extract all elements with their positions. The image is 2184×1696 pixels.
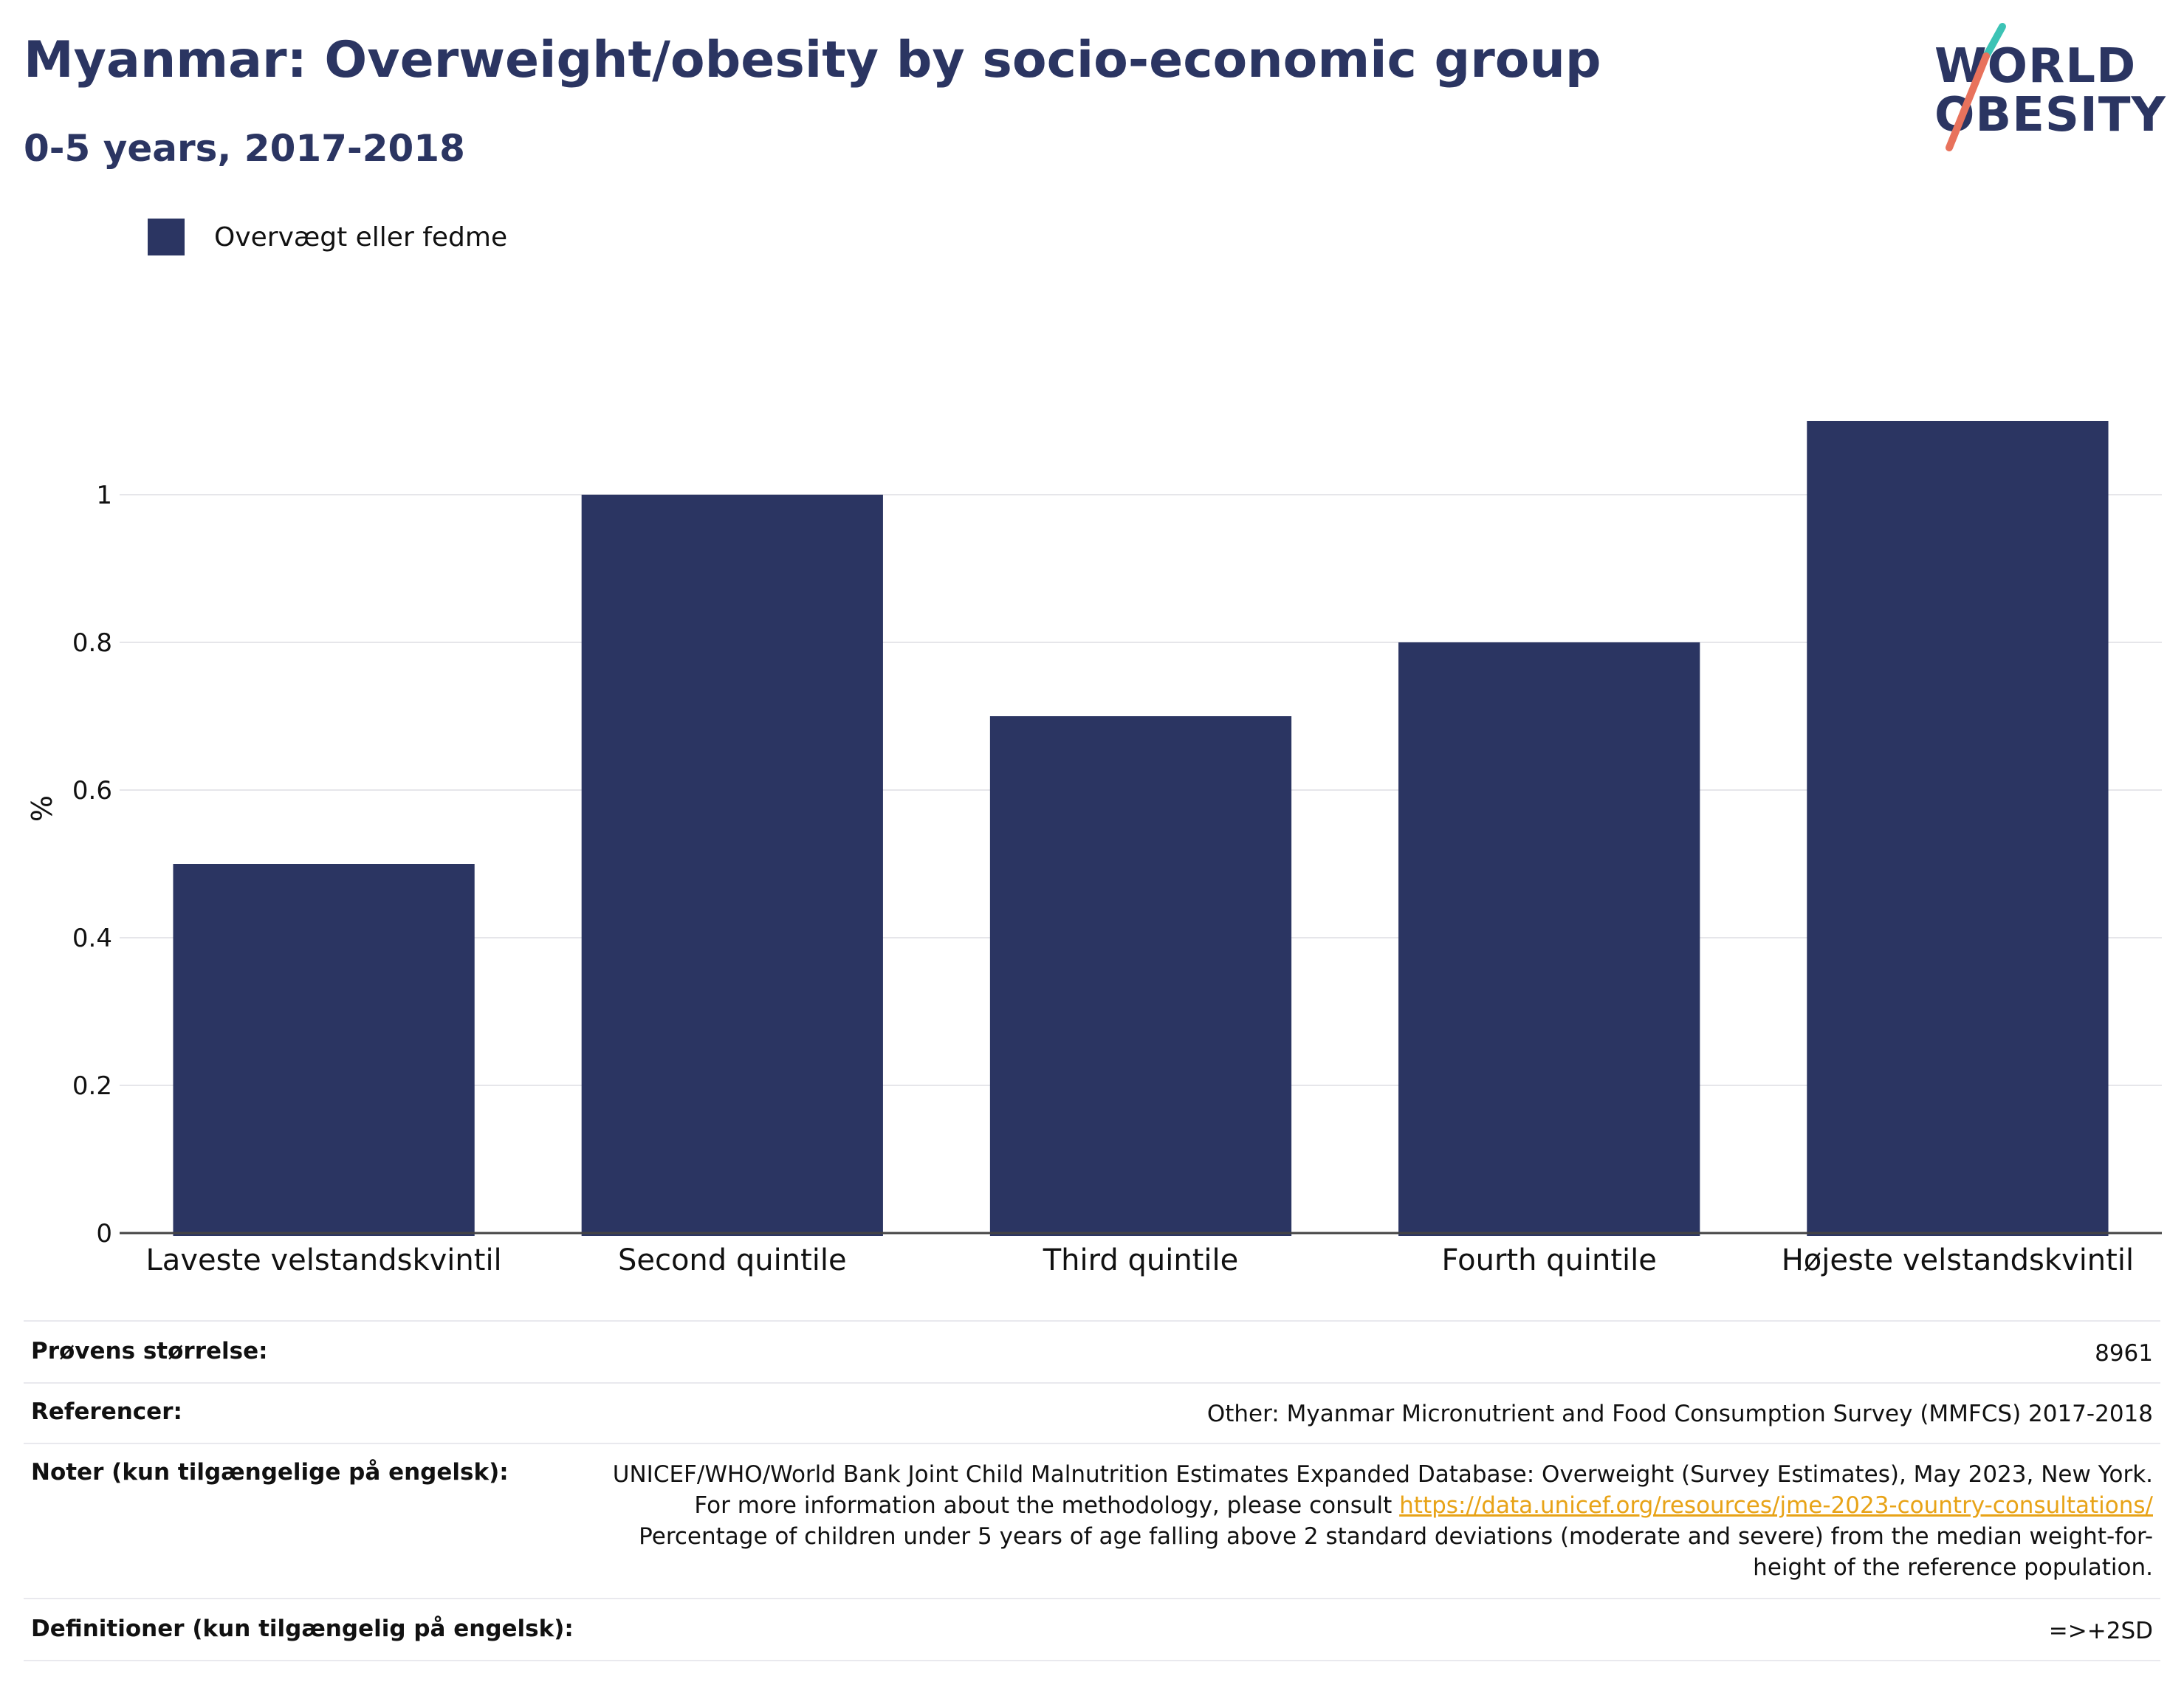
bar [989, 716, 1292, 1236]
info-row-notes: Noter (kun tilgængelige på engelsk): UNI… [24, 1444, 2160, 1599]
chart-title: Myanmar: Overweight/obesity by socio-eco… [24, 31, 1601, 89]
info-value-sample-size: 8961 [2095, 1340, 2153, 1367]
info-row-sample-size: Prøvens størrelse: 8961 [24, 1322, 2160, 1384]
bar [1807, 421, 2109, 1236]
notes-link[interactable]: https://data.unicef.org/resources/jme-20… [1399, 1492, 2153, 1519]
logo-line-1: WORLD [1934, 39, 2137, 94]
bar [173, 864, 475, 1236]
info-label-notes: Noter (kun tilgængelige på engelsk): [31, 1459, 509, 1486]
info-label-definitions: Definitioner (kun tilgængelig på engelsk… [31, 1616, 574, 1642]
info-table: Prøvens størrelse: 8961 Referencer: Othe… [24, 1320, 2160, 1661]
y-tick-label: 0.4 [72, 924, 112, 953]
bars [173, 421, 2109, 1236]
y-tick-label: 0.2 [72, 1071, 112, 1101]
info-row-definitions: Definitioner (kun tilgængelig på engelsk… [24, 1599, 2160, 1661]
x-tick-label: Third quintile [1043, 1243, 1238, 1277]
info-value-notes: UNICEF/WHO/World Bank Joint Child Malnut… [602, 1459, 2153, 1583]
y-tick-label: 0.6 [72, 776, 112, 806]
notes-text-before: UNICEF/WHO/World Bank Joint Child Malnut… [612, 1461, 2153, 1519]
y-tick-labels: 0 0.2 0.4 0.6 0.8 1 [72, 481, 112, 1249]
info-value-definitions: =>+2SD [2048, 1618, 2153, 1644]
x-tick-labels: Laveste velstandskvintil Second quintile T… [146, 1243, 2135, 1277]
chart-subtitle: 0-5 years, 2017-2018 [24, 127, 465, 170]
y-axis-label: % [26, 795, 58, 822]
info-row-references: Referencer: Other: Myanmar Micronutrient… [24, 1384, 2160, 1444]
info-value-references: Other: Myanmar Micronutrient and Food Co… [1206, 1401, 2153, 1427]
y-tick-label: 0.8 [72, 628, 112, 658]
x-tick-label: Second quintile [618, 1243, 847, 1277]
notes-text-after: Percentage of children under 5 years of … [639, 1523, 2153, 1581]
legend: Overvægt eller fedme [148, 219, 507, 255]
y-tick-label: 0 [96, 1219, 112, 1249]
info-label-sample-size: Prøvens størrelse: [31, 1338, 268, 1364]
legend-swatch [148, 219, 185, 255]
bar-chart: 0 0.2 0.4 0.6 0.8 1 Laveste velstandskvintil S… [26, 421, 2162, 1277]
logo-line-2: OBESITY [1934, 88, 2166, 143]
bar [1398, 642, 1700, 1236]
x-tick-label: Højeste velstandskvintil [1782, 1243, 2134, 1277]
bar [581, 495, 883, 1236]
x-tick-label: Laveste velstandskvintil [146, 1243, 502, 1277]
info-label-references: Referencer: [31, 1398, 182, 1425]
logo-slash-icon [1946, 23, 2006, 151]
legend-label: Overvægt eller fedme [214, 222, 508, 253]
y-tick-label: 1 [96, 481, 112, 510]
x-tick-label: Fourth quintile [1442, 1243, 1657, 1277]
world-obesity-logo: WORLD OBESITY [1920, 21, 2171, 154]
